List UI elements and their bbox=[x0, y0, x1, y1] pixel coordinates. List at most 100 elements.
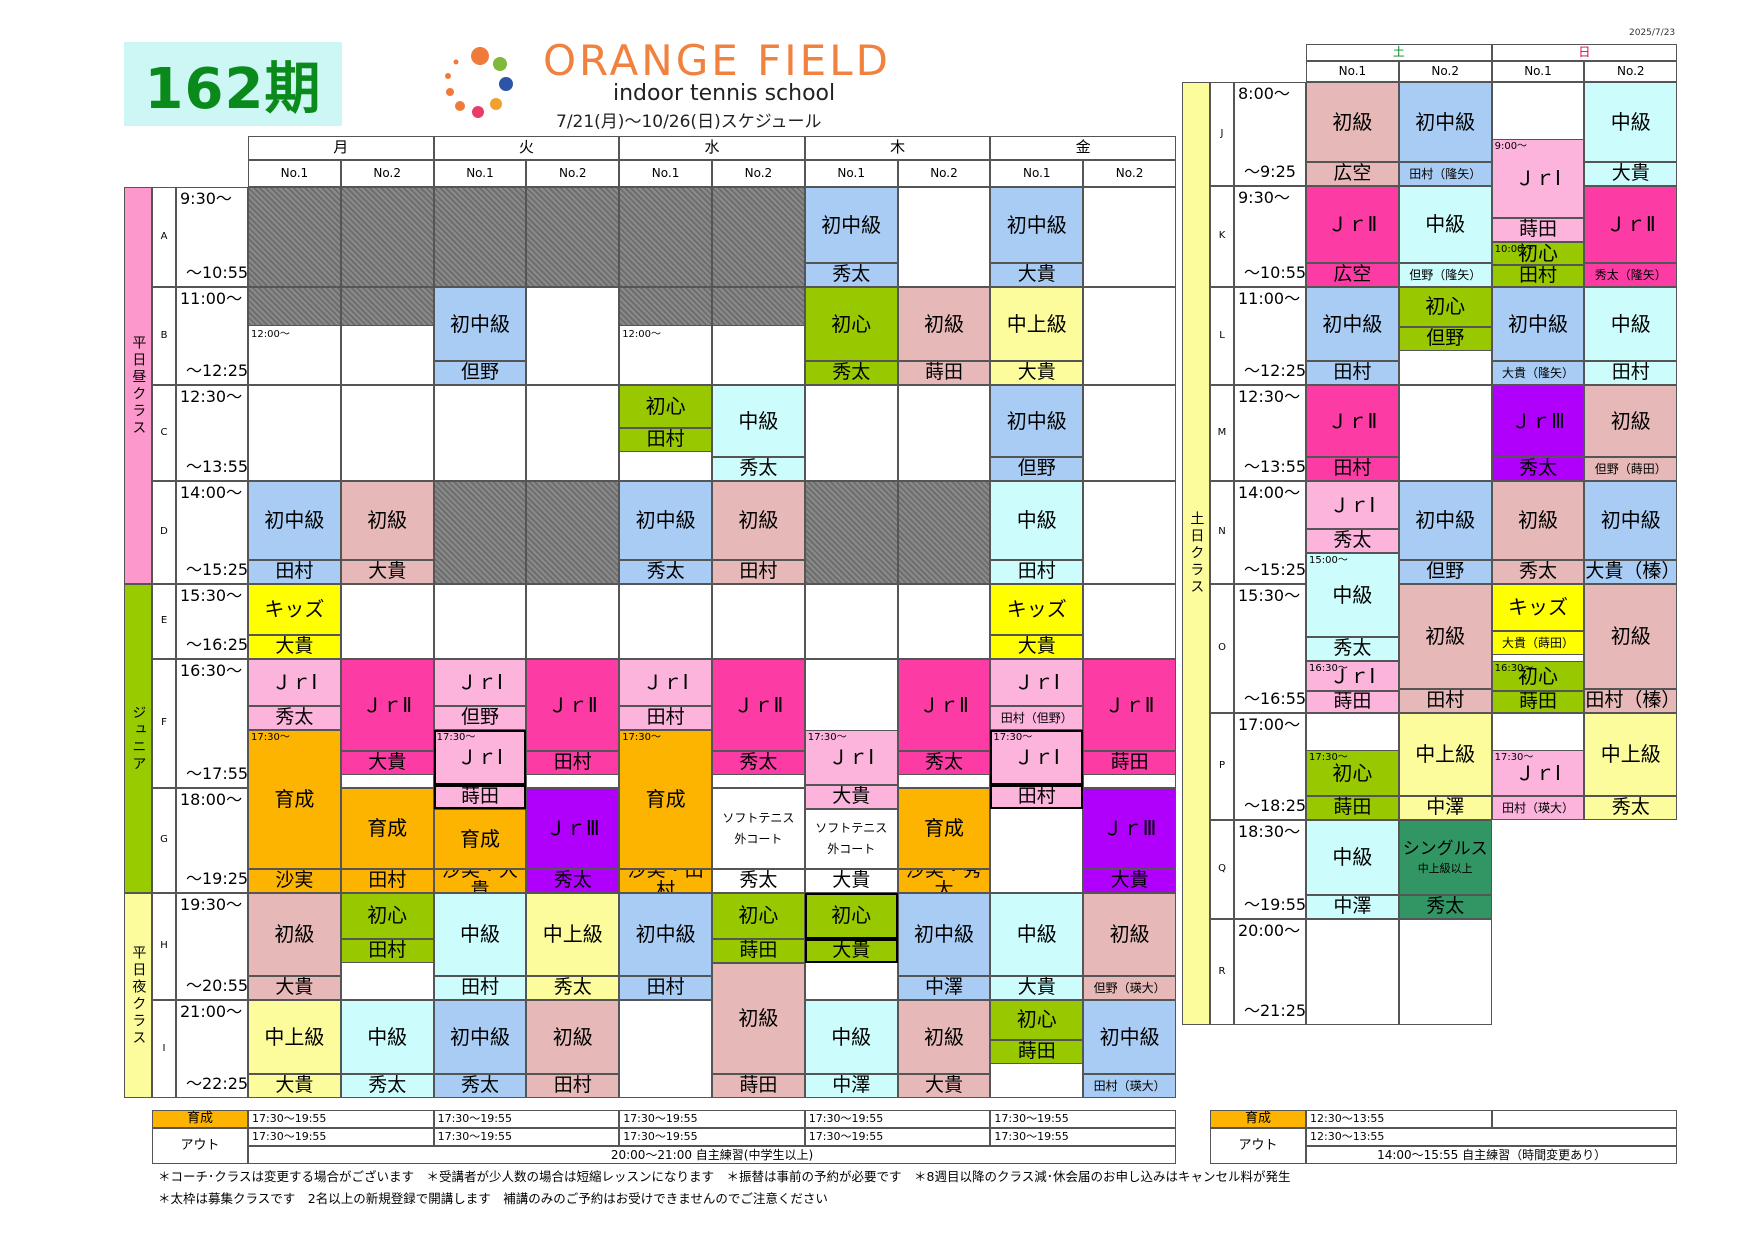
coach-name: 中澤 bbox=[804, 1074, 898, 1098]
end-time: ～17:55 bbox=[186, 764, 249, 783]
coach-name: 秀太 bbox=[1306, 637, 1399, 662]
start-time: 11:00～ bbox=[180, 289, 243, 308]
time-cell bbox=[1234, 481, 1306, 584]
start-time: 12:30～ bbox=[1238, 387, 1301, 406]
class-block: 中級 bbox=[804, 1000, 898, 1074]
end-time: ～19:25 bbox=[186, 869, 249, 888]
empty-slot bbox=[897, 385, 991, 481]
row-letter: K bbox=[1210, 186, 1234, 287]
class-block: ＪｒⅡ bbox=[526, 659, 620, 752]
class-block: シングルス 中上級以上 bbox=[1398, 820, 1492, 895]
start-time: 12:30～ bbox=[180, 387, 243, 406]
closed-slot bbox=[897, 481, 991, 584]
class-label: ソフトテニス bbox=[722, 810, 795, 825]
class-block: 初中級 bbox=[990, 187, 1084, 263]
closed-slot bbox=[712, 287, 805, 327]
coach-name: 田村 bbox=[1306, 457, 1399, 481]
coach-name: 大貴（蒔田） bbox=[1491, 630, 1585, 655]
class-block: 初中級 bbox=[619, 481, 712, 560]
row-letter: H bbox=[152, 893, 176, 1000]
class-block: ＪｒⅠ bbox=[1306, 661, 1399, 691]
end-time: ～18:25 bbox=[1244, 796, 1307, 815]
day-header: 水 bbox=[619, 136, 805, 160]
class-block: ＪｒⅠ bbox=[1491, 750, 1585, 796]
start-time: 14:00～ bbox=[1238, 483, 1301, 502]
class-sublabel: 中上級以上 bbox=[1417, 861, 1473, 875]
coach-name: 広空 bbox=[1306, 263, 1399, 287]
court-header: No.2 bbox=[712, 160, 805, 187]
time-cell bbox=[1234, 919, 1306, 1025]
class-block: 初中級 bbox=[1398, 481, 1492, 560]
issue-date: 2025/7/23 bbox=[1629, 28, 1676, 38]
class-block: ソフトテニス 外コート bbox=[804, 809, 898, 869]
class-block: キッズ bbox=[248, 584, 341, 635]
coach-name: 大貴 bbox=[1083, 869, 1176, 893]
closed-slot bbox=[526, 187, 620, 287]
class-block: ＪｒⅠ bbox=[1491, 139, 1585, 218]
row-letter: R bbox=[1210, 919, 1234, 1025]
court-header: No.2 bbox=[1584, 61, 1678, 82]
day-header: 火 bbox=[433, 136, 620, 160]
closed-slot bbox=[340, 287, 434, 327]
class-block: 中級 bbox=[433, 893, 527, 976]
coach-name: 田村 bbox=[712, 560, 805, 584]
row-letter: N bbox=[1210, 481, 1234, 584]
class-block: ＪｒⅠ bbox=[619, 659, 712, 706]
row-letter: C bbox=[152, 385, 176, 481]
footer-ikusei-time: 17:30～19:55 bbox=[804, 1110, 991, 1128]
note-line-1: ＊コーチ･クラスは変更する場合がございます ＊受講者が少人数の場合は短縮レッスン… bbox=[158, 1169, 1291, 1184]
time-cell bbox=[176, 584, 248, 659]
class-block: 中上級 bbox=[1584, 713, 1678, 796]
coach-name: 大貴 bbox=[340, 751, 434, 776]
time-cell bbox=[176, 788, 248, 893]
coach-name: 田村（榛） bbox=[1584, 689, 1678, 713]
footer-ikusei-label: 育成 bbox=[152, 1110, 248, 1128]
class-block: ＪｒⅢ bbox=[526, 788, 620, 869]
empty-slot bbox=[340, 385, 434, 481]
day-header: 木 bbox=[804, 136, 991, 160]
group-label: 土日クラス bbox=[1182, 82, 1210, 1025]
footer-ikusei-time: 17:30～19:55 bbox=[990, 1110, 1176, 1128]
note-line-2: ＊太枠は募集クラスです 2名以上の新規登録で開講します 補講のみのご予約はお受け… bbox=[158, 1191, 828, 1206]
empty-slot bbox=[804, 385, 898, 481]
end-time: ～16:25 bbox=[186, 635, 249, 654]
class-block: 中上級 bbox=[1398, 713, 1492, 796]
class-block: 初中級 bbox=[990, 385, 1084, 457]
class-block: 中級 bbox=[1398, 186, 1492, 263]
time-cell bbox=[176, 287, 248, 385]
time-cell bbox=[176, 893, 248, 1000]
court-header: No.1 bbox=[1306, 61, 1399, 82]
class-label-2: 外コート bbox=[827, 842, 876, 856]
coach-name: 田村 bbox=[619, 705, 712, 730]
class-block: 初中級 bbox=[897, 893, 991, 976]
row-letter: M bbox=[1210, 385, 1234, 481]
coach-name: 秀太（隆矢） bbox=[1584, 263, 1678, 287]
coach-name: 田村（瑛大） bbox=[1491, 796, 1585, 820]
class-block: ＪｒⅠ bbox=[804, 729, 898, 785]
class-block: ＪｒⅡ bbox=[712, 659, 805, 752]
coach-name: 秀太 bbox=[248, 705, 341, 730]
end-time: ～15:25 bbox=[186, 560, 249, 579]
start-note: 17:30～ bbox=[807, 731, 847, 743]
court-header: No.1 bbox=[804, 160, 898, 187]
class-block: 中上級 bbox=[248, 1000, 341, 1074]
end-time: ～19:55 bbox=[1244, 895, 1307, 914]
start-note: 16:30～ bbox=[1494, 663, 1534, 675]
class-block: 初級 bbox=[712, 481, 805, 560]
class-block: 初中級 bbox=[619, 893, 712, 976]
court-header: No.2 bbox=[340, 160, 434, 187]
row-letter: F bbox=[152, 659, 176, 788]
empty-slot bbox=[526, 287, 620, 385]
footer-self-practice: 20:00～21:00 自主練習(中学生以上) bbox=[248, 1146, 1176, 1164]
coach-name: 大貴（榛） bbox=[1584, 560, 1678, 584]
time-cell bbox=[1234, 584, 1306, 713]
court-header: No.1 bbox=[433, 160, 527, 187]
coach-name: 蒔田 bbox=[712, 1074, 805, 1098]
start-note: 17:30～ bbox=[622, 731, 662, 743]
coach-name: 田村 bbox=[433, 976, 527, 1000]
start-note: 17:30～ bbox=[251, 731, 290, 743]
start-note: 10:00～ bbox=[1494, 243, 1534, 255]
coach-name: 田村（但野） bbox=[990, 705, 1084, 730]
time-cell bbox=[176, 481, 248, 584]
row-letter: J bbox=[1210, 82, 1234, 186]
